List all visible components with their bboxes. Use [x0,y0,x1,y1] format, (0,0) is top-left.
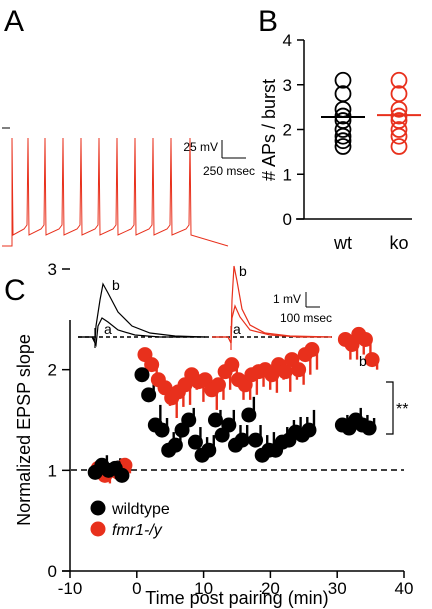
wildtype-data-point [181,412,197,428]
wildtype-data-point [154,422,170,438]
panel-b-letter: B [258,5,278,38]
panel-c-x-label: Time post pairing (min) [145,588,328,608]
scalebar-time-label: 250 msec [203,164,255,178]
fmr1-data-point [277,364,293,380]
wt-inset-label-a: a [104,321,112,337]
wildtype-data-point [141,387,157,403]
panel-b-point [334,127,352,145]
panel-c-xtick-label: -10 [58,579,83,598]
legend-wildtype-marker [90,500,106,516]
wildtype-data-point [248,432,264,448]
fmr1-data-point [364,352,380,368]
panel-c-ytick-label: 3 [48,260,57,279]
fmr1-data-point [291,362,307,378]
panel-c-y-label: Normalized EPSP slope [14,334,34,526]
significance-marker: ** [396,401,408,418]
fmr1-data-point [210,377,226,393]
wildtype-data-point [301,422,317,438]
fmr1-data-point [357,331,373,347]
panel-c-letter: C [4,274,26,307]
wt-epsp-inset: b a [78,277,206,348]
panel-b-ytick-label: 1 [283,165,292,184]
inset-scalebar-voltage: 1 mV [273,292,301,306]
wildtype-data-point [114,467,130,483]
legend-fmr1-marker [90,521,106,537]
fmr1-data-point [144,357,160,373]
wildtype-data-point [361,420,377,436]
ko-spike-trace [2,137,229,247]
panel-b-ytick-label: 2 [283,121,292,140]
panel-c-ytick-label: 0 [48,562,57,581]
panel-b-point [334,138,352,155]
fmr1-data-point [304,342,320,358]
panel-b-ytick-label: 0 [283,210,292,229]
legend-wildtype-label: wildtype [111,501,170,518]
panel-c-xtick-label: 30 [328,579,347,598]
panel-b-point [390,121,408,138]
inset-scalebar: 1 mV 100 msec [273,292,332,325]
panel-c-xtick-label: 40 [395,579,414,598]
wildtype-data-point [207,412,223,428]
panel-b-point [334,132,352,150]
panel-b-point [390,138,408,155]
panel-b-point [390,71,408,89]
panel-b-category-label: wt [333,233,352,253]
wildtype-data-point [201,442,217,458]
panel-b-chart: 0 1 2 3 4 # APs / burst wt ko [259,31,421,253]
panel-c-ytick-label: 2 [48,361,57,380]
legend: wildtype fmr1-/y [90,500,170,539]
wildtype-data-point [234,432,250,448]
panel-c-xtick-label: 10 [194,579,213,598]
panel-a-letter: A [4,5,24,38]
panel-c-xtick-label: 0 [132,579,141,598]
panel-b-point [334,121,352,138]
inset-scalebar-time: 100 msec [280,311,332,325]
panel-c-xtick-label: 20 [261,579,280,598]
legend-fmr1-label: fmr1-/y [112,522,163,539]
ko-inset-label-b: b [239,263,247,279]
panel-a-scalebar: 25 mV 250 msec [183,140,255,178]
panel-b-point [390,127,408,145]
wildtype-data-point [241,407,257,423]
panel-b-point [390,100,408,118]
wildtype-data-point [167,437,183,453]
scalebar-voltage-label: 25 mV [183,140,218,154]
panel-b-category-label: ko [389,233,408,253]
panel-b-ytick-label: 4 [283,31,292,50]
panel-c-ytick-label: 1 [48,461,57,480]
panel-b-y-label: # APs / burst [259,79,279,181]
wt-inset-label-b: b [112,277,120,293]
significance-bracket: ** [386,381,408,435]
panel-b-point [334,71,352,89]
ko-inset-label-a: a [233,321,241,337]
ko-epsp-inset: b a [205,263,333,350]
baseline-point-label-a: a [114,455,122,471]
wildtype-data-point [221,417,237,433]
wildtype-data-point [134,367,150,383]
fmr1-data-point [224,357,240,373]
wildtype-data-point [187,434,203,450]
panel-b-ytick-label: 3 [283,76,292,95]
panel-a-traces: 25 mV 250 msec [2,127,255,247]
late-point-label-b: b [359,353,367,369]
